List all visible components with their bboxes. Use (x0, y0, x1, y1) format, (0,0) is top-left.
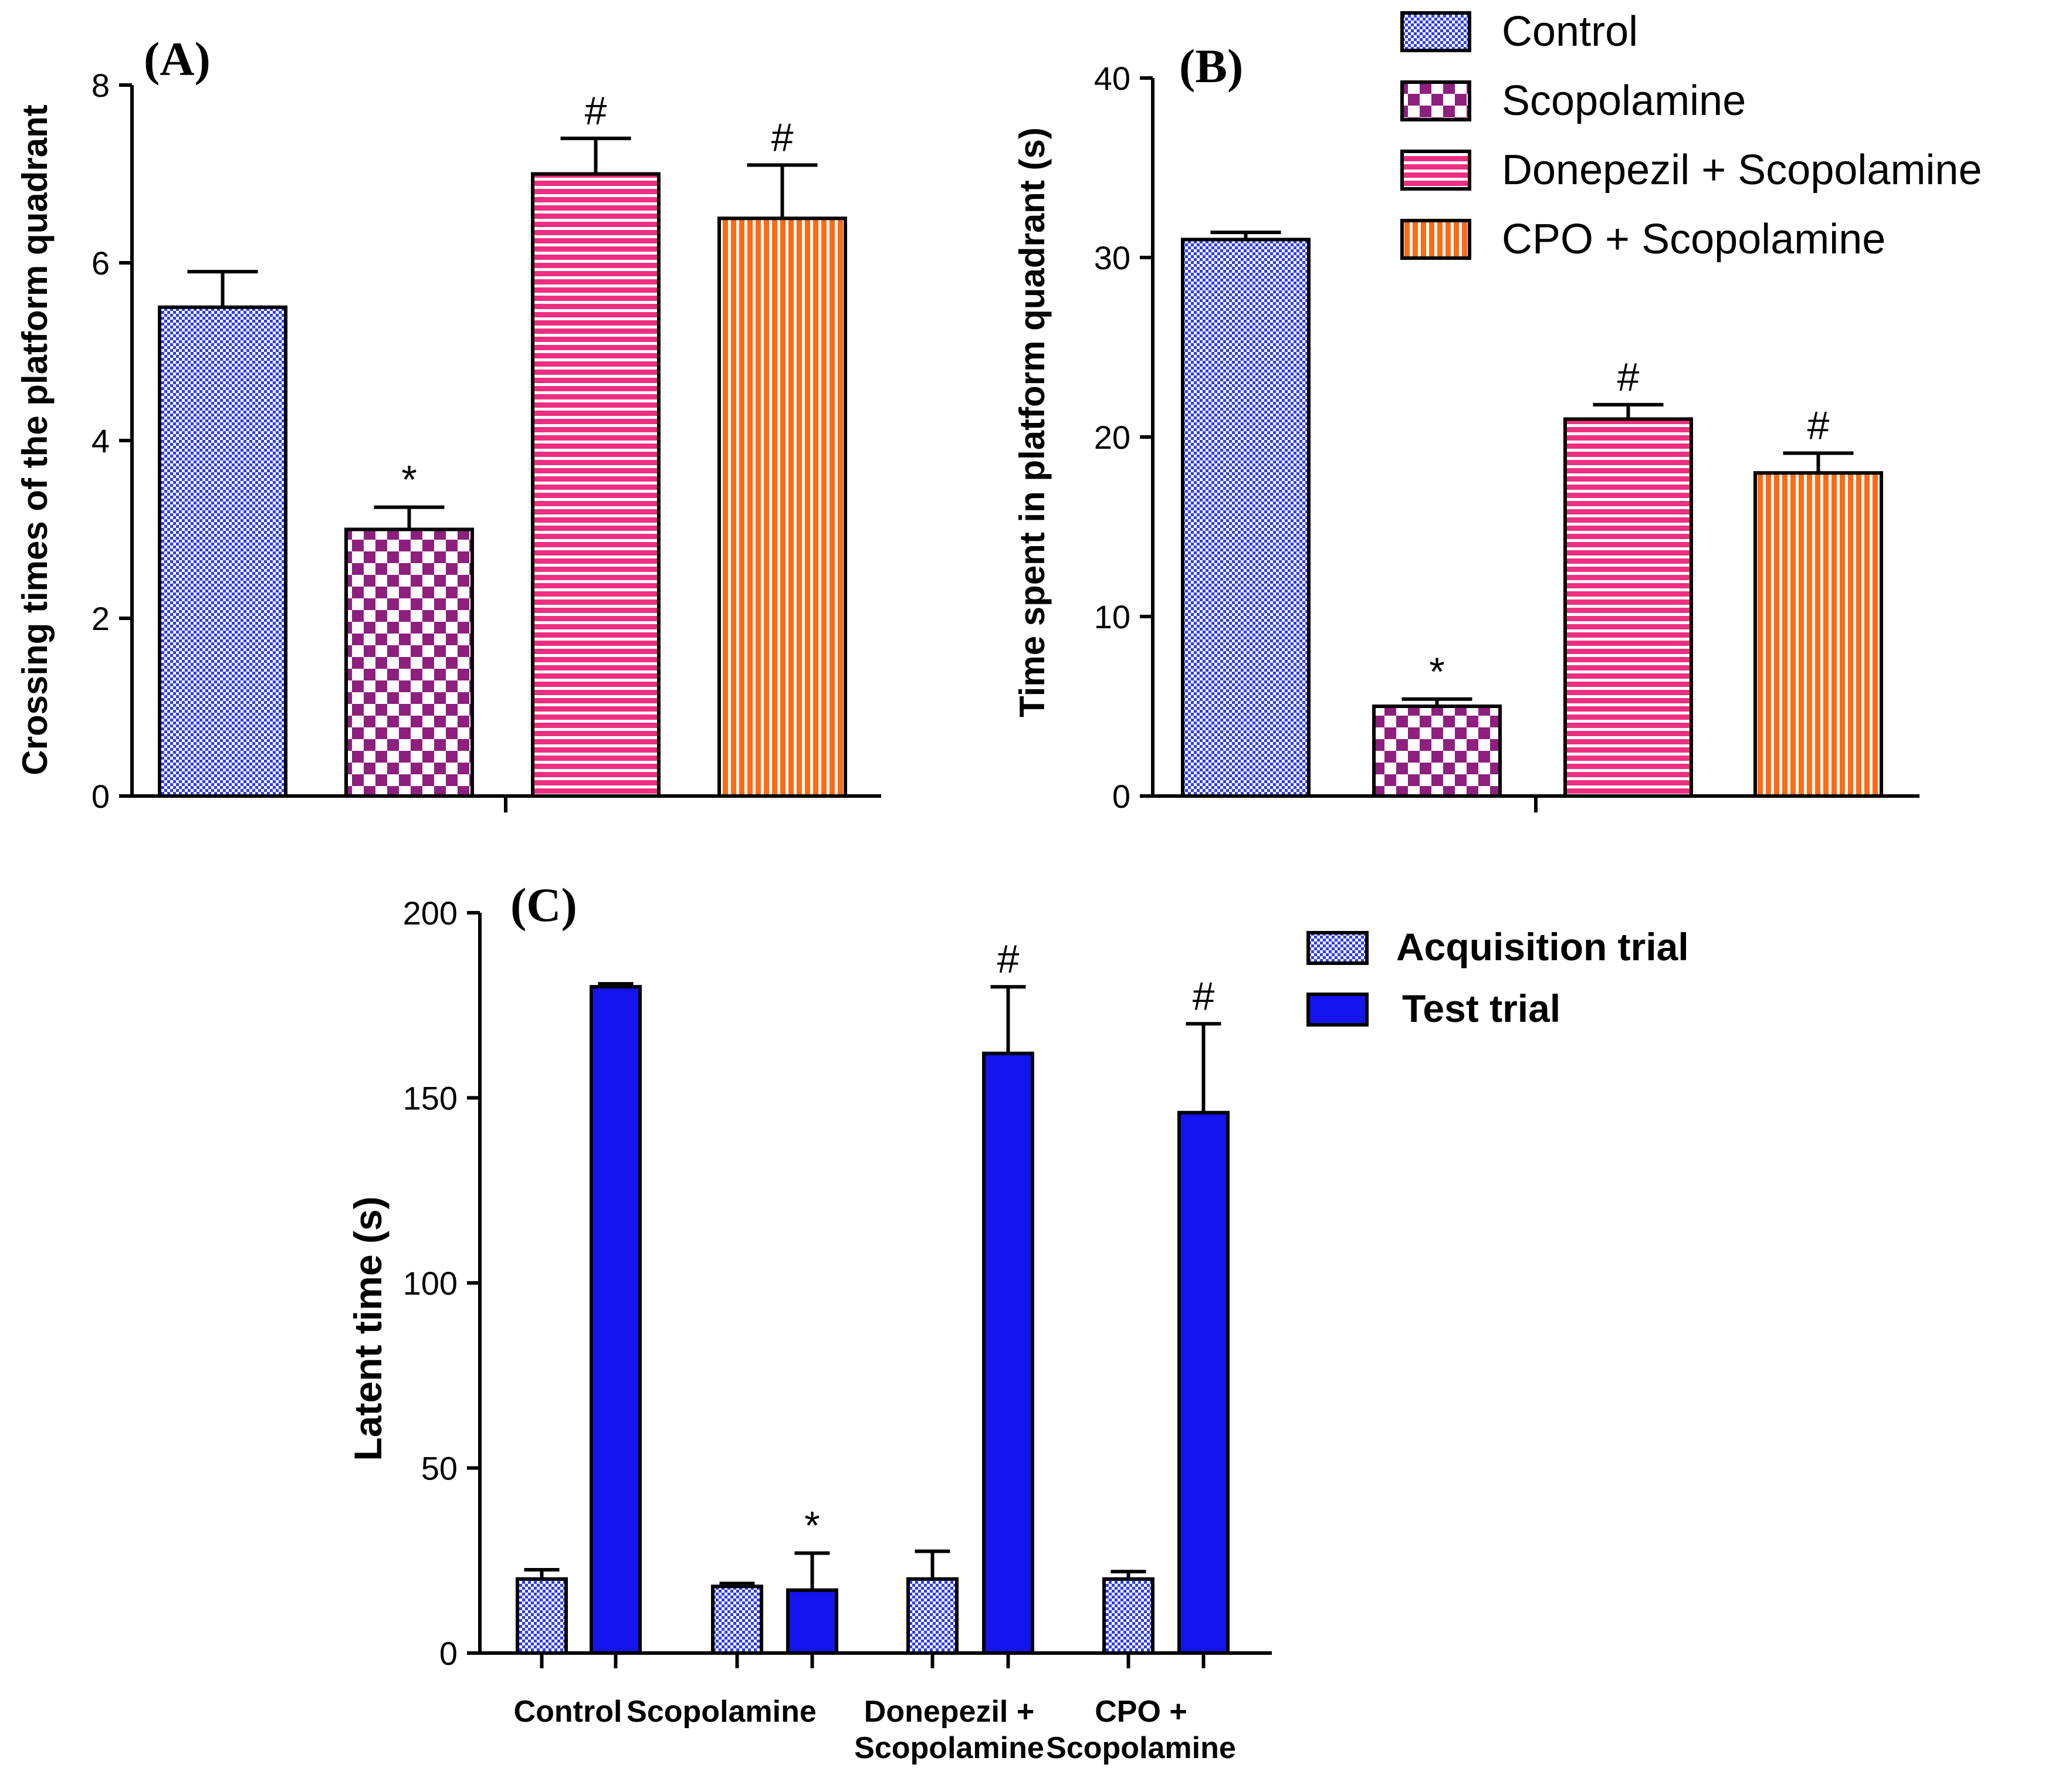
legend-swatch-acquisition (1306, 931, 1369, 965)
panel-c-category-label-0: Control (514, 1695, 622, 1729)
panel-b-bar-2 (1563, 417, 1693, 798)
legend-swatch-cpo (1400, 219, 1471, 260)
panel-c-ylabel: Latent time (s) (346, 1196, 390, 1461)
panel-a-annotation-3: # (771, 115, 794, 160)
panel-c-bar-test-trial-0 (590, 985, 642, 1655)
legend-c: Acquisition trial Test trial (1306, 925, 1689, 1030)
panel-c-category-label-3: CPO + Scopolamine (1046, 1695, 1236, 1765)
legend-label-scopolamine: Scopolamine (1502, 77, 1746, 124)
panel-b-label: (B) (1179, 39, 1243, 93)
legend-swatch-scopolamine (1400, 80, 1471, 121)
panel-c-bar-acquisition-trial-3 (1102, 1577, 1155, 1655)
panel-b-annotation-2: # (1617, 355, 1640, 399)
panel-b-ytick-label-4: 40 (1094, 60, 1130, 97)
panel-a-bar-3 (717, 216, 847, 798)
panel-b-ytick-label-1: 10 (1094, 598, 1130, 635)
panel-a-annotation-1: * (401, 458, 417, 502)
panel-c-annotation-2: # (997, 937, 1020, 981)
panel-b-ylabel: Time spent in platform quadrant (s) (1013, 127, 1052, 717)
panel-a-label: (A) (144, 32, 211, 86)
panel-b-annotation-1: * (1429, 649, 1444, 694)
panel-c-category-label-2: Donepezil + Scopolamine (854, 1695, 1044, 1765)
panel-c-annotation-1: * (804, 1503, 820, 1548)
panel-c-bar-acquisition-trial-1 (711, 1584, 763, 1655)
legend-label-test: Test trial (1402, 987, 1560, 1030)
panel-c-ytick-label-4: 200 (403, 895, 458, 932)
panel-b-bar-1 (1372, 705, 1502, 798)
panel-b-annotation-3: # (1807, 404, 1830, 448)
panel-b-ytick-label-3: 30 (1094, 239, 1130, 276)
panel-c-bar-test-trial-3 (1177, 1110, 1230, 1655)
panel-a-bar-1 (344, 527, 474, 798)
legend-top: Control Scopolamine Donepezil + Scopolam… (1400, 8, 1982, 263)
panel-c-chart: 0 50 100 150 200 * # # Control Scopolamine Donepez… (403, 895, 1272, 1765)
panel-c-bar-test-trial-1 (786, 1588, 838, 1655)
panel-c-ytick-label-1: 50 (421, 1450, 458, 1487)
panel-c-bar-test-trial-2 (982, 1051, 1034, 1655)
panel-c-label: (C) (510, 878, 577, 932)
legend-label-donepezil: Donepezil + Scopolamine (1502, 147, 1982, 194)
panel-c-category-label-1: Scopolamine (627, 1695, 817, 1729)
legend-label-cpo: CPO + Scopolamine (1502, 216, 1885, 263)
panel-c-ytick-label-2: 100 (403, 1265, 458, 1302)
legend-label-control: Control (1502, 8, 1638, 55)
legend-swatch-donepezil (1400, 150, 1471, 191)
panel-b-bar-3 (1753, 471, 1883, 798)
legend-swatch-test (1306, 993, 1369, 1027)
panel-c-bar-acquisition-trial-0 (516, 1577, 568, 1655)
panel-a-annotation-2: # (585, 89, 607, 133)
panel-a-bar-0 (158, 305, 287, 798)
panel-a-ytick-label-3: 6 (92, 245, 110, 282)
panel-a-ytick-label-2: 4 (92, 422, 110, 459)
legend-label-acquisition: Acquisition trial (1396, 925, 1689, 968)
panel-c-ytick-label-0: 0 (439, 1635, 458, 1672)
panel-c-ytick-label-3: 150 (403, 1080, 458, 1117)
panel-a-ytick-label-1: 2 (92, 600, 110, 637)
panel-c-annotation-3: # (1193, 974, 1215, 1018)
legend-swatch-control (1400, 11, 1471, 52)
panel-b-ytick-label-2: 20 (1094, 419, 1130, 456)
panel-b-chart: 0 10 20 30 40 * # # (1094, 60, 1919, 815)
panel-a-ytick-label-0: 0 (92, 778, 110, 815)
panel-c-bar-acquisition-trial-2 (906, 1577, 959, 1655)
panel-a-bar-2 (531, 172, 661, 798)
panel-a-ylabel: Crossing times of the platform quadrant (15, 104, 55, 775)
panel-b-bar-0 (1181, 238, 1311, 798)
panel-a-chart: 0 2 4 6 8 * # # (92, 67, 881, 815)
panel-a-ytick-label-4: 8 (92, 67, 110, 104)
panel-b-ytick-label-0: 0 (1112, 778, 1130, 815)
